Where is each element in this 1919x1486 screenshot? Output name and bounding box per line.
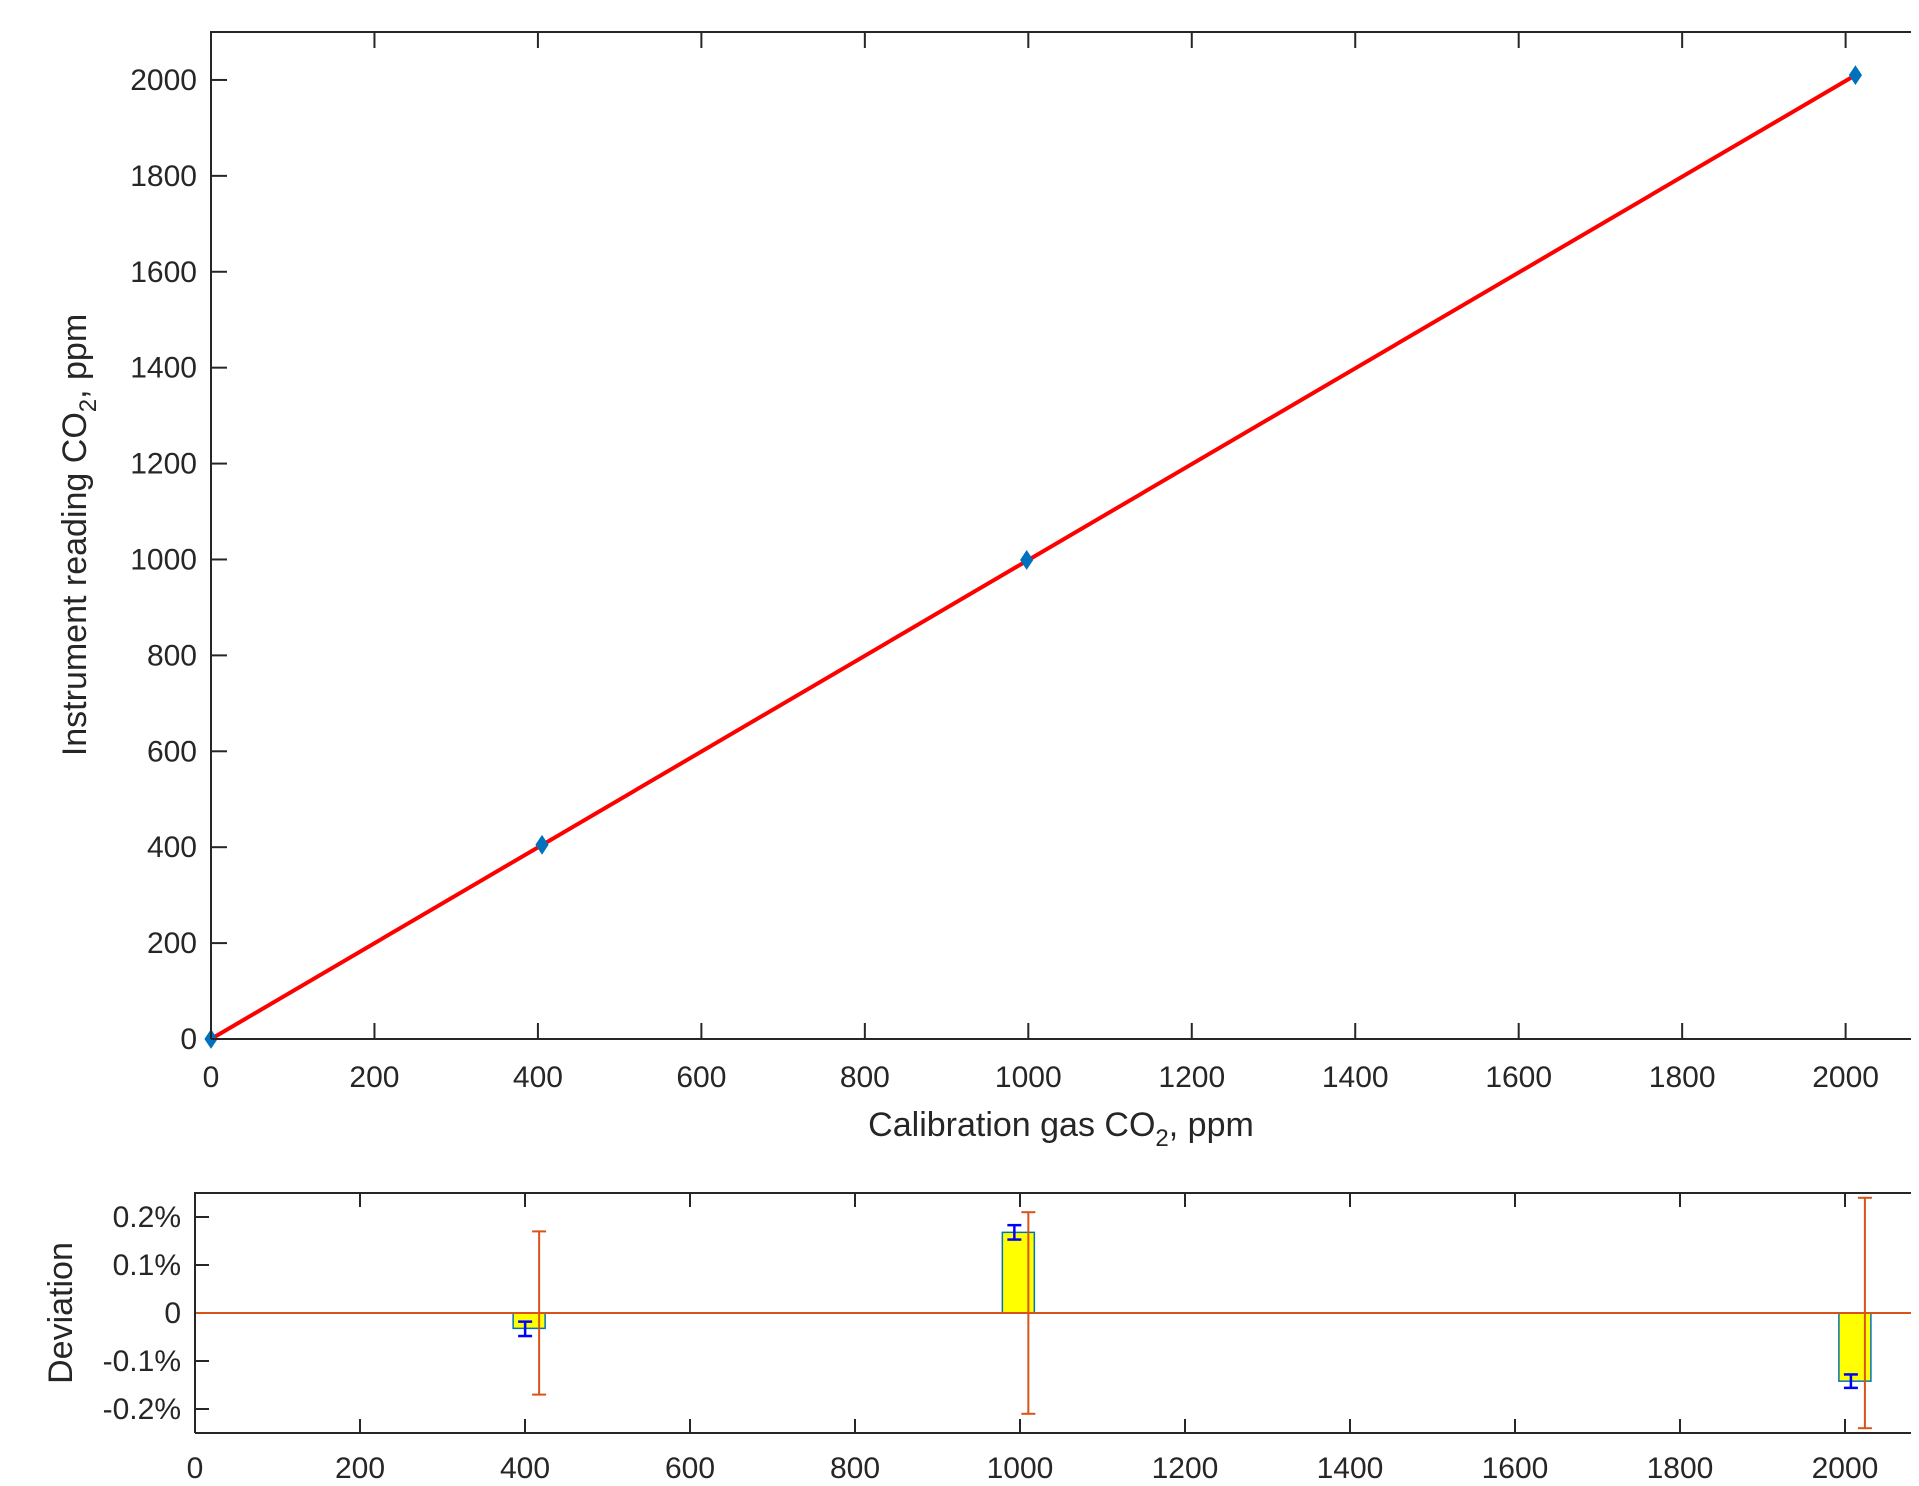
deviation-x-tick-label: 2000 [1812,1452,1879,1485]
main-y-tick-label: 400 [147,831,197,864]
main-y-tick-label: 200 [147,927,197,960]
deviation-x-tick-label: 1000 [987,1452,1054,1485]
deviation-axes-frame [194,1192,1911,1434]
data-point-marker [1848,65,1863,86]
deviation-y-tick-label: 0 [164,1297,181,1330]
deviation-y-tick-label: -0.2% [103,1393,181,1426]
main-y-ticks: 0 200 400 600 800 1000 1200 1400 1600 1800 2000 [130,64,227,1056]
main-x-tick-label: 800 [840,1061,890,1094]
main-x-tick-label: 2000 [1812,1061,1879,1094]
deviation-series [195,1196,1911,1430]
main-y-tick-label: 2000 [130,64,197,97]
deviation-x-tick-label: 0 [187,1452,204,1485]
deviation-y-ticks: 0.2% 0.1% 0 -0.1% -0.2% [103,1201,209,1426]
main-y-tick-label: 600 [147,735,197,768]
deviation-x-tick-label: 200 [335,1452,385,1485]
main-y-tick-label: 1400 [130,352,197,385]
main-x-tick-label: 1800 [1649,1061,1716,1094]
main-x-tick-label: 1200 [1158,1061,1225,1094]
deviation-bar [1001,1231,1036,1314]
main-x-tick-label: 400 [513,1061,563,1094]
main-y-tick-label: 0 [180,1023,197,1056]
main-x-tick-label: 1600 [1485,1061,1552,1094]
main-y-axis-title: Instrument reading CO2, ppm [56,314,102,756]
main-x-ticks: 0 200 400 600 800 1000 1200 1400 1600 1800 2000 [203,32,1879,1094]
main-axes-frame [210,31,1911,1040]
main-x-tick-label: 1400 [1322,1061,1389,1094]
deviation-x-tick-label: 400 [500,1452,550,1485]
deviation-y-tick-label: -0.1% [103,1345,181,1378]
main-y-tick-label: 1000 [130,543,197,576]
deviation-y-tick-label: 0.1% [113,1249,181,1282]
deviation-x-tick-label: 1400 [1317,1452,1384,1485]
main-y-tick-label: 1800 [130,160,197,193]
data-point-marker [1020,550,1034,570]
deviation-x-tick-label: 1600 [1482,1452,1549,1485]
deviation-y-axis-title: Deviation [42,1242,80,1384]
main-x-tick-label: 1000 [995,1061,1062,1094]
main-x-tick-label: 200 [349,1061,399,1094]
main-y-tick-label: 1600 [130,256,197,289]
deviation-bar [1838,1312,1872,1382]
calibration-plot: 0 200 400 600 800 1000 1200 1400 1600 1800 2000 0 2… [56,31,1911,1152]
main-x-axis-title: Calibration gas CO2, ppm [868,1106,1254,1152]
main-x-tick-label: 600 [676,1061,726,1094]
deviation-y-tick-label: 0.2% [113,1201,181,1234]
deviation-x-ticks: 0 200 400 600 800 1000 1200 1400 1600 1800 2000 [187,1193,1879,1485]
data-point-marker [535,834,549,855]
deviation-x-tick-label: 600 [665,1452,715,1485]
deviation-x-tick-label: 1800 [1647,1452,1714,1485]
main-y-tick-label: 1200 [130,448,197,481]
deviation-x-tick-label: 800 [830,1452,880,1485]
main-y-tick-label: 800 [147,639,197,672]
deviation-plot: 0 200 400 600 800 1000 1200 1400 1600 1800 2000 0.… [42,1192,1911,1485]
main-x-tick-label: 0 [203,1061,220,1094]
deviation-x-tick-label: 1200 [1152,1452,1219,1485]
fit-line [209,73,1857,1041]
